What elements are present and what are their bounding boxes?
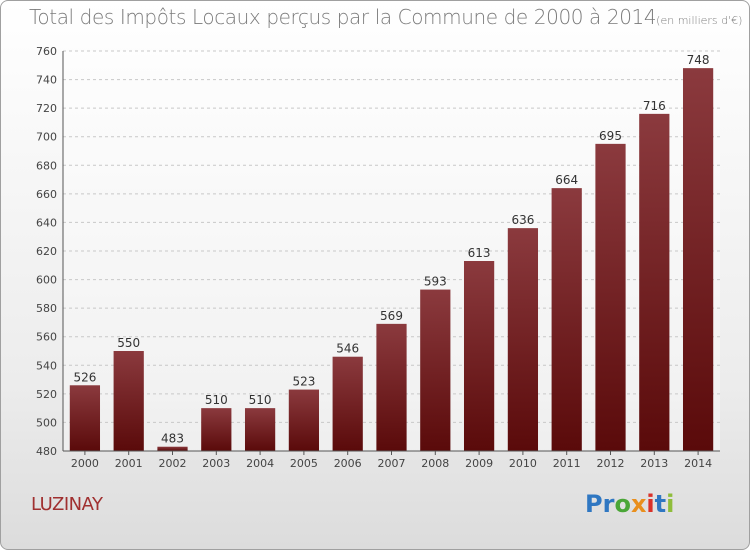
y-tick-label: 620 [36, 245, 57, 258]
data-label: 523 [292, 375, 315, 389]
y-tick-label: 580 [36, 302, 57, 315]
x-tick-label: 2014 [684, 457, 712, 470]
y-tick-label: 520 [36, 388, 57, 401]
bar [201, 408, 232, 451]
data-label: 550 [117, 336, 140, 350]
x-tick-label: 2012 [597, 457, 625, 470]
y-tick-label: 500 [36, 416, 57, 429]
x-tick-label: 2004 [246, 457, 274, 470]
y-tick-label: 720 [36, 102, 57, 115]
bar [288, 389, 320, 451]
x-tick-label: 2005 [290, 457, 318, 470]
data-label: 748 [687, 53, 710, 67]
chart-title: Total des Impôts Locaux perçus par la Co… [29, 5, 743, 29]
proxiti-logo: Proxiti [585, 490, 675, 518]
y-tick-label: 680 [36, 159, 57, 172]
data-label: 526 [73, 370, 96, 384]
bar [507, 228, 539, 451]
bar [595, 143, 626, 451]
bar [69, 385, 101, 451]
data-label: 510 [205, 393, 228, 407]
x-tick-label: 2013 [640, 457, 668, 470]
bar [113, 351, 144, 451]
bar [157, 446, 188, 451]
commune-name: LUZINAY [31, 494, 103, 515]
data-label: 695 [599, 129, 622, 143]
x-tick-label: 2011 [553, 457, 581, 470]
y-tick-label: 760 [36, 45, 57, 58]
data-label: 613 [468, 246, 491, 260]
data-label: 569 [380, 309, 403, 323]
x-tick-label: 2002 [159, 457, 187, 470]
y-tick-label: 740 [36, 74, 57, 87]
x-tick-label: 2000 [71, 457, 99, 470]
bar [420, 289, 451, 451]
data-label: 483 [161, 432, 184, 446]
x-tick-label: 2007 [378, 457, 406, 470]
y-tick-label: 660 [36, 188, 57, 201]
y-tick-label: 640 [36, 216, 57, 229]
bar [551, 188, 582, 451]
data-label: 593 [424, 275, 447, 289]
x-tick-label: 2009 [465, 457, 493, 470]
y-tick-label: 480 [36, 445, 57, 458]
data-label: 636 [511, 213, 534, 227]
y-tick-label: 540 [36, 359, 57, 372]
x-tick-label: 2001 [115, 457, 143, 470]
bar [463, 261, 495, 451]
bar [244, 408, 276, 451]
x-tick-label: 2008 [421, 457, 449, 470]
y-tick-label: 700 [36, 131, 57, 144]
bar [332, 356, 363, 451]
x-tick-label: 2006 [334, 457, 362, 470]
bar [376, 323, 407, 451]
data-label: 716 [643, 99, 666, 113]
bar [682, 68, 714, 452]
data-label: 510 [249, 393, 272, 407]
bar [639, 113, 670, 451]
y-tick-label: 560 [36, 331, 57, 344]
unit-note: (en milliers d'€) [656, 14, 743, 27]
x-tick-label: 2003 [202, 457, 230, 470]
data-label: 664 [555, 173, 578, 187]
x-tick-label: 2010 [509, 457, 537, 470]
y-tick-label: 600 [36, 274, 57, 287]
data-label: 546 [336, 342, 359, 356]
